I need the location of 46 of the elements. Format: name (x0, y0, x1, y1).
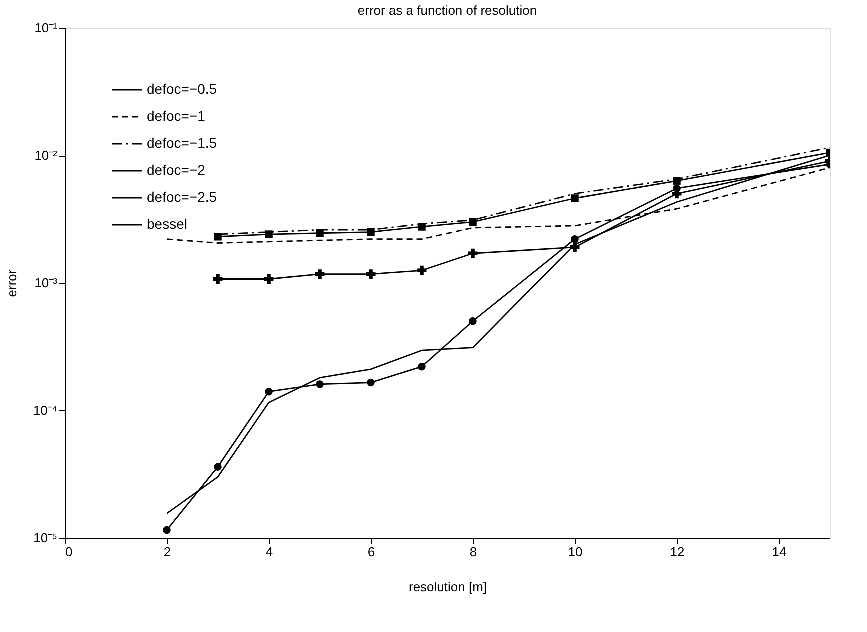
y-tick-label: 10⁻² (34, 148, 58, 163)
chart-title: error as a function of resolution (358, 3, 538, 18)
point (214, 233, 222, 241)
legend-label: defoc=−1.5 (147, 135, 218, 151)
point (418, 362, 426, 371)
y-tick-label: 10⁻³ (34, 276, 58, 290)
point (366, 270, 376, 280)
point (571, 194, 579, 202)
point (469, 218, 477, 226)
x-tick-label: 10 (568, 544, 583, 560)
point (468, 248, 478, 258)
x-tick-label: 2 (164, 544, 172, 560)
point (163, 526, 171, 534)
legend-label: defoc=−2.5 (147, 189, 218, 205)
point (316, 380, 324, 388)
x-tick-label: 14 (772, 544, 787, 560)
point (367, 228, 375, 236)
x-axis-title: resolution [m] (408, 580, 488, 594)
x-tick-label: 4 (266, 544, 274, 560)
point (316, 230, 324, 238)
point (673, 184, 681, 192)
point (367, 378, 375, 387)
point (571, 235, 579, 244)
point (570, 242, 580, 252)
x-tick-label: 0 (66, 544, 73, 560)
legend-label: bessel (147, 216, 188, 232)
point (213, 274, 223, 284)
legend-label: defoc=−0.5 (147, 81, 218, 97)
y-tick-label: 10⁻⁵ (34, 530, 58, 546)
point (315, 270, 325, 280)
y-axis-title: error (4, 269, 20, 298)
point (673, 177, 681, 185)
y-tick-label: 10⁻⁴ (33, 403, 58, 418)
point (264, 274, 274, 284)
x-tick-label: 6 (368, 544, 376, 560)
point (214, 463, 222, 471)
legend-label: defoc=−1 (147, 108, 206, 124)
point (417, 266, 427, 276)
point (265, 388, 273, 396)
x-tick-label: 8 (470, 544, 478, 560)
point (418, 223, 426, 231)
y-tick-label: 10⁻¹ (34, 20, 58, 36)
point (469, 318, 477, 326)
point (265, 230, 273, 238)
x-tick-label: 12 (670, 544, 685, 560)
legend-label: defoc=−2 (147, 162, 206, 178)
